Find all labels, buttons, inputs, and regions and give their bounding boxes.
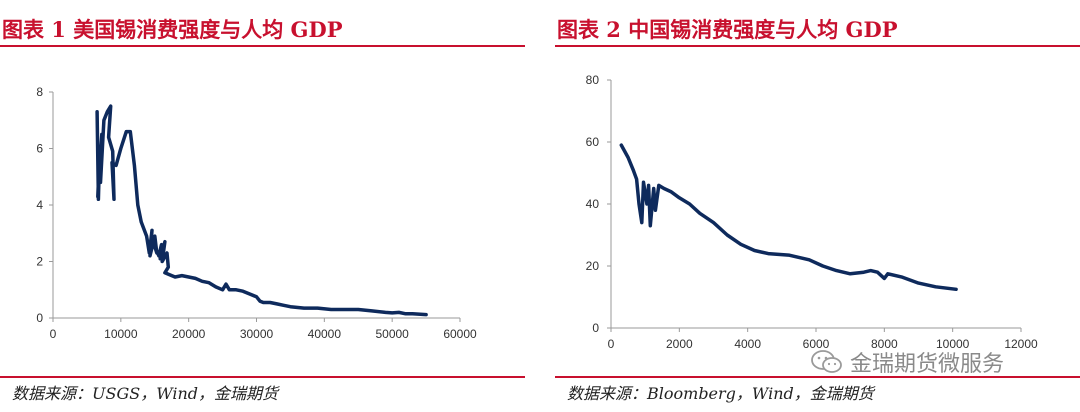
x-tick-label: 12000 <box>1004 337 1038 351</box>
y-tick-label: 0 <box>36 311 43 325</box>
y-tick-label: 0 <box>592 321 599 335</box>
figure-2-source: 数据来源：Bloomberg，Wind，金瑞期货 <box>567 384 874 403</box>
figure-1-source: 数据来源：USGS，Wind，金瑞期货 <box>12 384 279 403</box>
x-tick-label: 50000 <box>375 327 409 341</box>
wechat-icon <box>811 350 842 373</box>
y-tick-label: 2 <box>36 255 43 269</box>
watermark-text: 金瑞期货微服务 <box>850 352 1005 377</box>
y-tick-label: 80 <box>586 73 600 87</box>
x-tick-label: 2000 <box>666 337 693 351</box>
series-line-us <box>95 104 428 317</box>
figure-1-panel: 图表 1 美国锡消费强度与人均 GDP 0 10000 20000 30000 4000… <box>0 0 525 412</box>
x-tick-label: 8000 <box>871 337 898 351</box>
x-tick-label: 4000 <box>734 337 761 351</box>
figure-1-title: 图表 1 美国锡消费强度与人均 GDP <box>2 17 343 42</box>
series-line-china <box>619 143 958 292</box>
y-tick-label: 60 <box>586 135 600 149</box>
x-tick-label: 10000 <box>104 327 138 341</box>
figure-2-bottom-rule <box>555 376 1080 378</box>
figure-1-bottom-rule <box>0 376 525 378</box>
figure-1-top-rule <box>0 45 525 47</box>
x-tick-label: 10000 <box>936 337 970 351</box>
y-tick-label: 6 <box>36 142 43 156</box>
figure-2-panel: 图表 2 中国锡消费强度与人均 GDP 0 2000 4000 6000 8000 100… <box>555 0 1080 412</box>
x-tick-label: 6000 <box>803 337 830 351</box>
figure-2-top-rule <box>555 45 1080 47</box>
y-tick-label: 40 <box>586 197 600 211</box>
figure-2-title: 图表 2 中国锡消费强度与人均 GDP <box>557 17 898 42</box>
watermark: 金瑞期货微服务 <box>810 346 1004 378</box>
x-tick-label: 0 <box>50 327 57 341</box>
us-tin-intensity-chart: 0 10000 20000 30000 40000 50000 60000 0 2 4 6 8 <box>36 85 477 341</box>
y-tick-label: 4 <box>36 198 43 212</box>
x-tick-label: 0 <box>608 337 615 351</box>
x-tick-label: 60000 <box>443 327 477 341</box>
china-tin-intensity-chart: 0 2000 4000 6000 8000 10000 12000 0 20 40 60 80 <box>586 73 1038 351</box>
x-tick-label: 20000 <box>172 327 206 341</box>
x-tick-label: 30000 <box>240 327 274 341</box>
y-tick-label: 20 <box>586 259 600 273</box>
x-tick-label: 40000 <box>308 327 342 341</box>
y-tick-label: 8 <box>36 85 43 99</box>
